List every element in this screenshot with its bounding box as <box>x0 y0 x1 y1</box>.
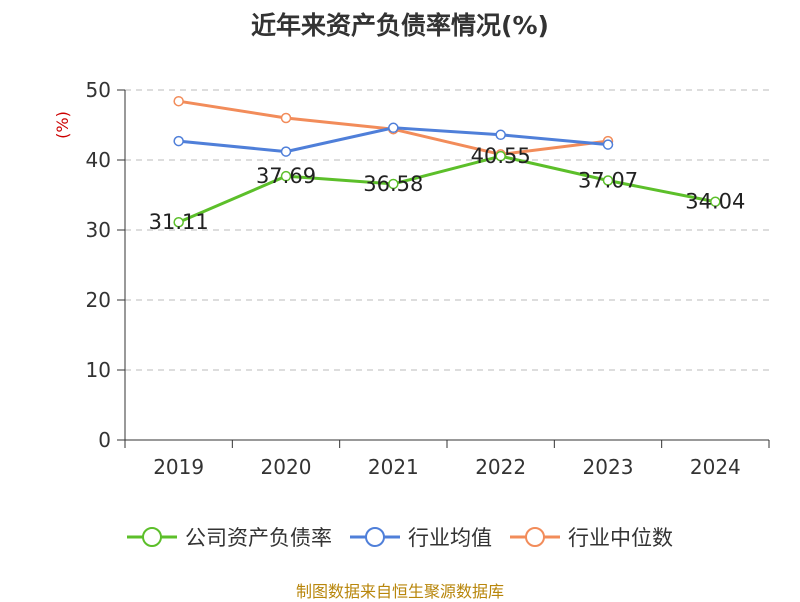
x-tick-label: 2024 <box>690 455 741 479</box>
data-point-1 <box>280 146 292 157</box>
data-point-2 <box>280 112 292 124</box>
y-tick-label: 30 <box>86 218 111 242</box>
legend-label-industry-median: 行业中位数 <box>568 526 673 550</box>
legend-label-industry-mean: 行业均值 <box>408 526 492 550</box>
data-point-0 <box>495 150 506 162</box>
legend-line-circle-icon <box>350 527 400 547</box>
data-label: 31.11 <box>149 210 209 234</box>
legend-line-circle-icon <box>127 527 177 547</box>
data-point-2 <box>173 95 184 107</box>
y-tick-label: 10 <box>86 358 111 382</box>
y-tick-label: 40 <box>86 148 111 172</box>
legend-label-company: 公司资产负债率 <box>185 526 332 550</box>
legend: 公司资产负债率 行业均值 行业中位数 <box>0 520 800 554</box>
data-point-0 <box>280 170 292 182</box>
y-tick-label: 20 <box>86 288 111 312</box>
data-label: 34.04 <box>685 190 745 214</box>
data-point-0 <box>602 175 614 186</box>
data-label: 37.69 <box>256 164 316 188</box>
legend-item-industry-mean[interactable]: 行业均值 <box>350 522 492 552</box>
source-note: 制图数据来自恒生聚源数据库 <box>295 582 504 601</box>
y-tick-label: 50 <box>86 78 111 102</box>
data-point-0 <box>710 196 721 207</box>
data-point-0 <box>388 178 399 190</box>
data-label: 37.07 <box>578 169 638 193</box>
y-tick-label: 0 <box>98 428 111 452</box>
data-point-1 <box>495 129 506 141</box>
y-axis-label: (%) <box>53 111 72 139</box>
x-tick-label: 2019 <box>153 455 204 479</box>
series-line-0 <box>178 154 716 224</box>
legend-item-industry-median[interactable]: 行业中位数 <box>510 522 673 552</box>
x-tick-label: 2023 <box>583 455 634 479</box>
data-point-1 <box>173 135 184 147</box>
chart-title: 近年来资产负债率情况(%) <box>251 11 549 40</box>
data-point-1 <box>388 122 399 134</box>
data-point-1 <box>602 139 614 150</box>
data-label: 36.58 <box>363 172 423 196</box>
x-tick-label: 2021 <box>368 455 419 479</box>
x-tick-label: 2022 <box>475 455 526 479</box>
data-label: 40.55 <box>471 144 531 168</box>
legend-line-circle-icon <box>510 527 560 547</box>
legend-item-company[interactable]: 公司资产负债率 <box>127 522 332 552</box>
x-tick-label: 2020 <box>261 455 312 479</box>
data-point-0 <box>173 216 184 228</box>
